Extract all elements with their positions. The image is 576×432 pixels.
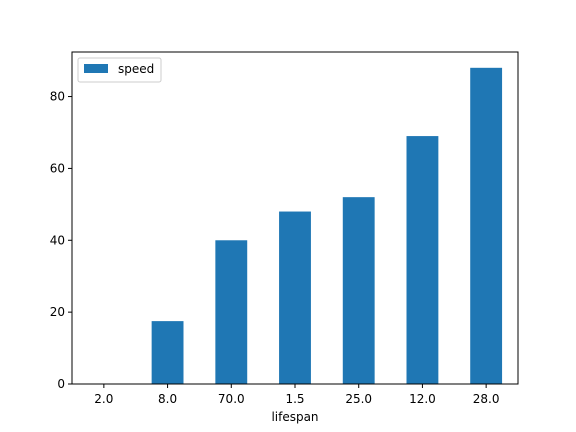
x-tick-label: 70.0 [218, 392, 245, 406]
legend-swatch [84, 64, 108, 73]
x-tick-label: 1.5 [285, 392, 304, 406]
bar-70.0 [215, 240, 248, 384]
x-tick-label: 28.0 [473, 392, 500, 406]
bar-8.0 [151, 321, 184, 384]
x-tick-label: 8.0 [158, 392, 177, 406]
x-axis: 2.0 8.0 70.0 1.5 25.0 12.0 28.0 [94, 384, 500, 406]
bar-12.0 [406, 136, 439, 384]
y-axis: 0 20 40 60 80 [50, 90, 72, 391]
x-axis-label: lifespan [271, 410, 318, 424]
x-tick-label: 12.0 [409, 392, 436, 406]
plot-frame [71, 51, 519, 385]
y-tick-label: 0 [57, 377, 65, 391]
y-tick-label: 60 [50, 161, 65, 175]
y-tick-label: 20 [50, 305, 65, 319]
bars-group [87, 67, 503, 385]
bar-28.0 [470, 67, 503, 385]
x-tick-label: 25.0 [345, 392, 372, 406]
legend-label: speed [118, 62, 154, 76]
x-tick-label: 2.0 [94, 392, 113, 406]
legend: speed [77, 57, 162, 83]
bar-1.5 [279, 211, 311, 384]
y-tick-label: 80 [50, 90, 65, 104]
bar-25.0 [342, 197, 375, 384]
y-tick-label: 40 [50, 233, 65, 247]
